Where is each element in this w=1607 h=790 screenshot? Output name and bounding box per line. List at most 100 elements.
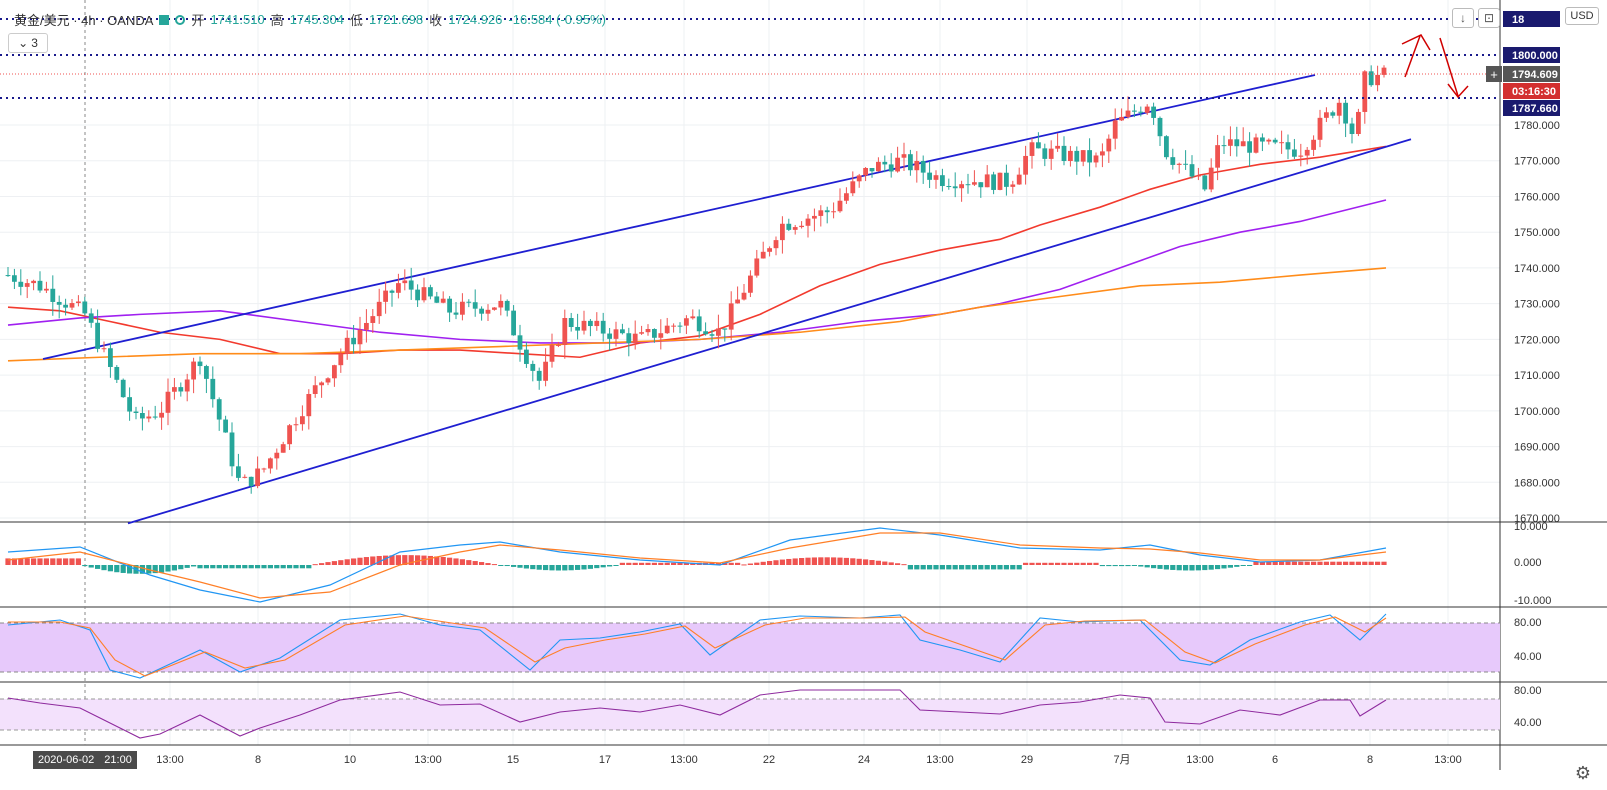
candle-body — [524, 349, 529, 364]
candle — [824, 206, 830, 224]
candle-body — [805, 218, 811, 226]
candle-body — [1189, 164, 1195, 177]
candle — [517, 324, 523, 362]
candle-body — [984, 174, 990, 188]
candle — [396, 273, 401, 299]
candle-body — [1029, 142, 1035, 156]
candle-body — [370, 316, 376, 323]
macd-histogram-bar — [466, 560, 472, 565]
candle-body — [82, 301, 88, 314]
macd-histogram-bar — [485, 563, 491, 565]
candle — [287, 424, 292, 450]
candle-body — [869, 167, 875, 172]
candle — [984, 165, 990, 188]
candle — [869, 167, 875, 178]
macd-histogram-bar — [1176, 565, 1182, 571]
candle — [1061, 136, 1067, 166]
macd-histogram-bar — [952, 565, 958, 570]
candle — [946, 178, 952, 190]
arrow-up-line — [1404, 35, 1421, 78]
candle — [428, 284, 433, 300]
candle — [24, 279, 30, 299]
screenshot-button[interactable]: ⊡ — [1478, 8, 1500, 28]
candle — [50, 275, 56, 316]
candle-body — [421, 287, 427, 301]
candle — [306, 389, 312, 430]
candle-body — [402, 280, 408, 284]
macd-histogram-bar — [1119, 565, 1125, 567]
macd-histogram-bar — [1311, 561, 1317, 565]
macd-histogram-bar — [760, 561, 766, 565]
macd-histogram-bar — [575, 565, 581, 570]
candle — [1362, 70, 1368, 124]
candle-body — [997, 172, 1003, 190]
macd-histogram-bar — [792, 558, 798, 565]
candle-body — [1176, 163, 1182, 165]
macd-histogram-bar — [933, 565, 939, 570]
time-tick-label: 22 — [763, 754, 775, 766]
candle-body — [440, 298, 446, 303]
time-tick-label: 13:00 — [1434, 754, 1462, 766]
candle-body — [1087, 150, 1092, 163]
time-tick-label: 6 — [1272, 754, 1278, 766]
macd-histogram-bar — [498, 565, 504, 566]
candle-body — [56, 301, 62, 305]
candle-body — [197, 361, 203, 367]
candle — [524, 341, 529, 368]
candle-body — [1144, 106, 1150, 113]
candle — [293, 417, 299, 432]
crosshair-date: 2020-06-02 — [38, 754, 95, 766]
candle — [1215, 134, 1220, 181]
macd-histogram-bar — [677, 562, 683, 565]
candle — [549, 333, 555, 368]
macd-histogram-bar — [504, 565, 510, 567]
candle — [556, 341, 561, 348]
time-tick-label: 13:00 — [670, 754, 698, 766]
add-alert-button[interactable]: + — [1486, 66, 1502, 82]
price-label-text: 1800.000 — [1512, 50, 1558, 62]
candle — [716, 314, 721, 349]
macd-histogram-bar — [568, 565, 574, 571]
horizontal-levels — [0, 18, 1500, 99]
candle — [1317, 109, 1323, 148]
moving-averages — [7, 145, 1387, 362]
macd-histogram-bar — [178, 565, 184, 570]
candle-body — [1125, 110, 1131, 117]
candle-body — [780, 223, 785, 241]
candle-body — [741, 292, 747, 300]
candle-body — [773, 240, 779, 249]
candle-body — [274, 452, 280, 459]
macd-histogram-bar — [658, 562, 664, 565]
price-label-text: 03:16:30 — [1512, 86, 1556, 98]
gear-icon[interactable]: ⚙ — [1574, 763, 1591, 783]
macd-histogram-bar — [427, 555, 433, 565]
macd-histogram-bar — [376, 555, 382, 565]
candle — [799, 221, 804, 229]
candle — [933, 170, 939, 189]
candle-body — [1004, 172, 1009, 187]
macd-histogram-bar — [920, 565, 926, 570]
candle-body — [1016, 174, 1022, 185]
stochastic-k-line — [7, 613, 1387, 679]
macd-pane — [5, 527, 1387, 603]
candle-body — [940, 175, 945, 187]
currency-button[interactable]: USD — [1565, 7, 1599, 25]
candle-body — [748, 275, 753, 293]
candle-body — [1112, 120, 1118, 139]
candle-body — [69, 303, 75, 308]
candle-body — [856, 175, 862, 182]
macd-histogram-bar — [1343, 561, 1349, 565]
download-button[interactable]: ↓ — [1452, 8, 1474, 28]
candle-body — [831, 211, 836, 213]
candle — [357, 316, 363, 354]
indicators-collapse-button[interactable]: ⌄ 3 — [8, 33, 48, 53]
candle-body — [594, 320, 600, 327]
candle-body — [760, 251, 766, 259]
open-value: 1741.510 — [210, 12, 265, 27]
macd-histogram-bar — [1362, 561, 1368, 565]
symbol-name[interactable]: 黄金/美元 · 4h · OANDA — [14, 13, 154, 28]
macd-histogram-bar — [415, 555, 421, 565]
candle-body — [364, 322, 369, 330]
trend-channel — [42, 74, 1412, 525]
